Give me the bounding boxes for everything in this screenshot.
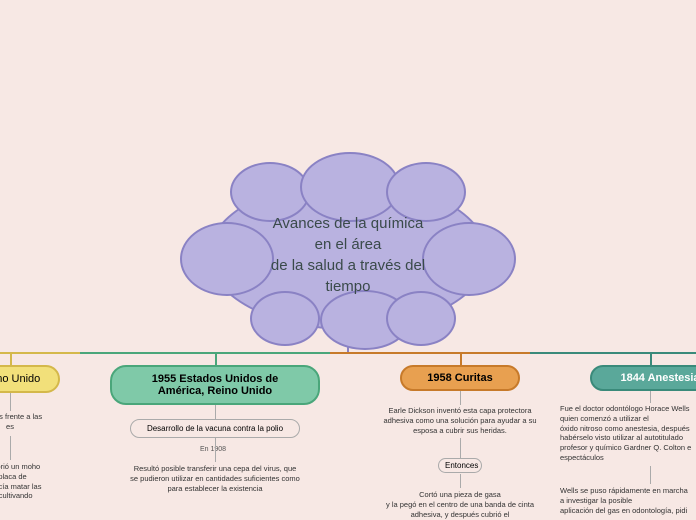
uk-sub-line: [10, 393, 11, 411]
uk-text-1: ratones frente a lases: [0, 412, 50, 432]
usa-sub-node: Desarrollo de la vacuna contra la polio: [130, 419, 300, 438]
branch-uk-vline: [10, 352, 12, 366]
node-uk: Reino Unido: [0, 365, 60, 393]
curitas-sub-line: [460, 391, 461, 405]
curitas-sub-line3: [460, 474, 461, 488]
branch-curitas-vline: [460, 352, 462, 366]
uk-text-2: scubrió un mohoplaca deparecía matar las…: [0, 462, 55, 501]
branch-usa-vline: [215, 352, 217, 366]
branch-anestesia-vline: [650, 352, 652, 366]
node-usa-label: 1955 Estados Unidos deAmérica, Reino Uni…: [152, 373, 279, 397]
usa-text-1: Resultó posible transferir una cepa del …: [110, 464, 320, 493]
node-curitas-label: 1958 Curitas: [427, 372, 492, 384]
node-anestesia: 1844 Anestesia: [590, 365, 696, 391]
curitas-connector-label: Entonces: [438, 458, 482, 473]
timeline-line: [0, 352, 696, 354]
central-cloud: Avances de la químicaen el áreade la sal…: [208, 180, 488, 330]
curitas-sub-line2: [460, 438, 461, 458]
usa-year: En 1908: [200, 446, 226, 453]
curitas-text-2: Cortó una pieza de gasay la pegó en el c…: [375, 490, 545, 519]
node-usa: 1955 Estados Unidos deAmérica, Reino Uni…: [110, 365, 320, 405]
anestesia-sub-line2: [650, 466, 651, 484]
node-uk-label: Reino Unido: [0, 373, 40, 385]
central-title: Avances de la químicaen el áreade la sal…: [271, 213, 425, 297]
usa-sub-line: [215, 405, 216, 419]
anestesia-sub-line: [650, 391, 651, 403]
node-curitas: 1958 Curitas: [400, 365, 520, 391]
uk-sub-line2: [10, 436, 11, 460]
node-anestesia-label: 1844 Anestesia: [620, 372, 696, 384]
usa-sub-line2: [215, 438, 216, 462]
anestesia-text-1: Fue el doctor odontólogo Horace Wellsqui…: [560, 404, 696, 463]
curitas-text-1: Earle Dickson inventó esta capa protecto…: [370, 406, 550, 435]
anestesia-text-2: Wells se puso rápidamente en marchaa inv…: [560, 486, 696, 515]
